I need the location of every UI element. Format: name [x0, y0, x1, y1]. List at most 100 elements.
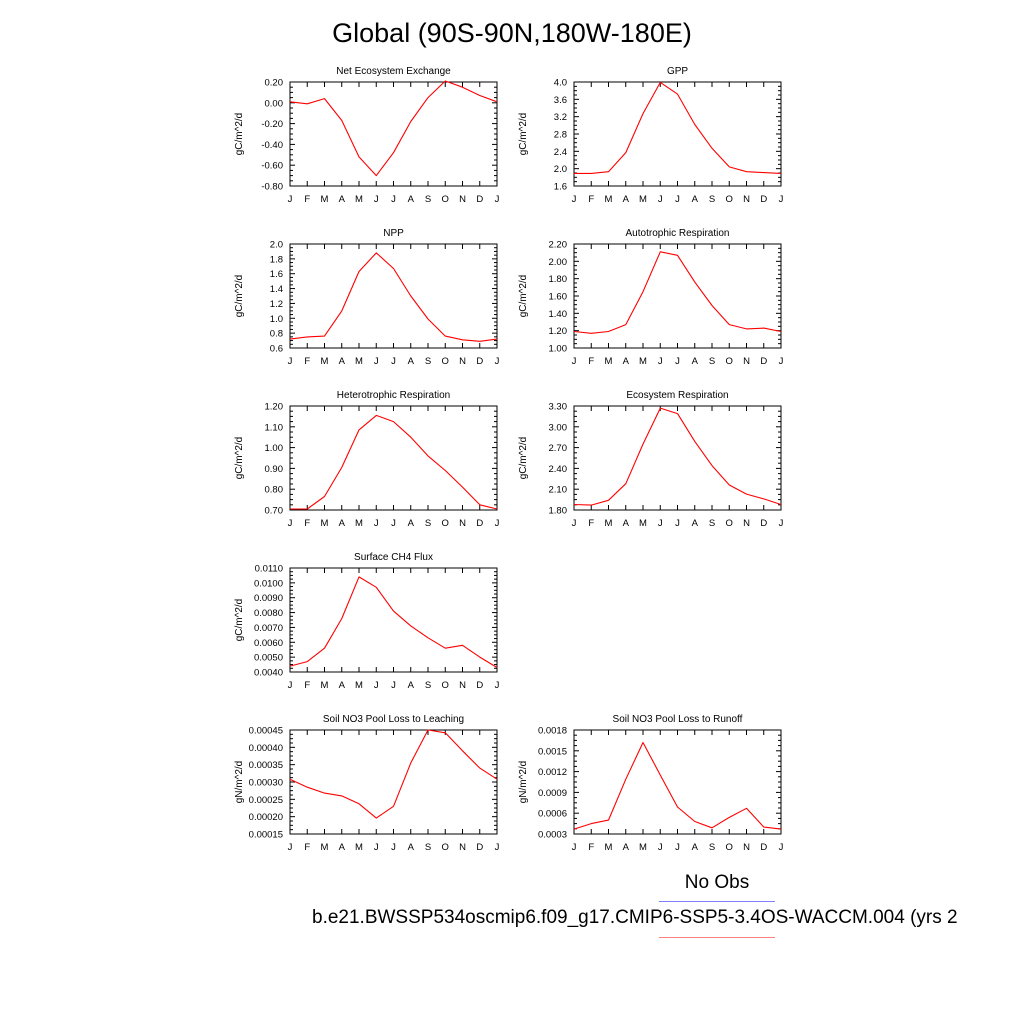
x-tick-label: S [425, 356, 431, 367]
series-line [289, 80, 498, 177]
y-tick-label: 2.00 [549, 257, 568, 268]
panel-surface-ch4-flux: Surface CH4 Flux gC/m^2/d 0.0110 0.0100 0.00… [234, 552, 500, 691]
x-tick-label: J [288, 194, 293, 205]
y-tick-label: 0.00020 [249, 812, 283, 823]
x-tick-label: J [288, 842, 293, 853]
x-tick-label: A [339, 356, 346, 367]
panel-soil-no3-runoff: Soil NO3 Pool Loss to Runoff gN/m^2/d 0.00… [518, 714, 784, 853]
y-axis-label: gC/m^2/d [234, 275, 245, 318]
x-tick-label: J [779, 518, 784, 529]
x-tick-label: M [355, 194, 363, 205]
x-tick-label: J [288, 356, 293, 367]
x-tick-label: S [425, 842, 431, 853]
x-tick-label: D [476, 680, 483, 691]
x-tick-label: D [476, 518, 483, 529]
x-tick-label: A [692, 356, 699, 367]
x-tick-label: F [304, 518, 310, 529]
panel-ecosystem-respiration: Ecosystem Respiration gC/m^2/d 3.30 3.00 2.7… [518, 390, 784, 529]
y-tick-label: 1.0 [270, 314, 283, 325]
y-tick-label: 0.0080 [254, 608, 283, 619]
series-line [289, 252, 498, 342]
legend-no-obs-label: No Obs [684, 872, 750, 893]
y-tick-label: 2.4 [554, 147, 567, 158]
x-tick-label: A [408, 356, 415, 367]
series-line [573, 407, 782, 506]
y-axis-label: gC/m^2/d [234, 437, 245, 480]
x-tick-label: A [623, 194, 630, 205]
y-tick-label: 0.6 [270, 344, 283, 355]
x-tick-label: M [639, 356, 647, 367]
y-tick-label: 0.0050 [254, 653, 283, 664]
x-tick-label: S [709, 842, 715, 853]
y-tick-label: 0.00040 [249, 743, 283, 754]
y-tick-label: 0.0009 [538, 788, 567, 799]
x-tick-label: F [304, 680, 310, 691]
x-tick-label: A [408, 680, 415, 691]
y-tick-label: 1.80 [549, 274, 568, 285]
x-tick-label: M [321, 842, 329, 853]
y-tick-label: 0.00 [265, 98, 284, 109]
y-tick-label: 0.90 [265, 464, 284, 475]
x-tick-label: J [391, 842, 396, 853]
y-tick-label: 2.10 [549, 485, 568, 496]
x-tick-label: A [623, 842, 630, 853]
x-tick-label: J [374, 356, 379, 367]
y-tick-label: 0.8 [270, 329, 283, 340]
x-tick-label: N [743, 356, 750, 367]
y-tick-label: 2.0 [554, 164, 567, 175]
y-tick-label: 1.10 [265, 422, 284, 433]
x-tick-label: J [779, 842, 784, 853]
y-tick-label: 1.6 [554, 182, 567, 193]
y-tick-label: 0.0018 [538, 726, 567, 737]
y-tick-label: 1.20 [549, 326, 568, 337]
x-tick-label: J [779, 356, 784, 367]
x-tick-label: D [760, 842, 767, 853]
panel-soil-no3-leaching: Soil NO3 Pool Loss to Leaching gN/m^2/d 0.… [234, 714, 500, 853]
y-tick-label: 2.0 [270, 240, 283, 251]
x-tick-label: J [675, 194, 680, 205]
y-tick-label: 2.20 [549, 240, 568, 251]
x-tick-label: J [391, 356, 396, 367]
x-tick-label: D [760, 194, 767, 205]
x-tick-label: J [391, 680, 396, 691]
legend-model-caption: b.e21.BWSSP534oscmip6.f09_g17.CMIP6-SSP5… [312, 907, 958, 928]
x-tick-label: J [572, 194, 577, 205]
y-tick-label: 0.00025 [249, 795, 283, 806]
y-tick-label: 4.0 [554, 78, 567, 89]
x-tick-label: S [709, 518, 715, 529]
x-tick-label: O [442, 680, 449, 691]
chart-title: Soil NO3 Pool Loss to Leaching [323, 714, 464, 725]
chart-title: Heterotrophic Respiration [337, 390, 450, 401]
y-axis-label: gC/m^2/d [234, 599, 245, 642]
y-tick-label: 2.70 [549, 443, 568, 454]
x-tick-label: J [495, 842, 500, 853]
y-axis-label: gN/m^2/d [518, 761, 529, 804]
y-tick-label: 1.8 [270, 254, 283, 265]
y-tick-label: 1.6 [270, 269, 283, 280]
x-tick-label: S [709, 356, 715, 367]
x-tick-label: D [476, 356, 483, 367]
y-tick-label: 0.0090 [254, 593, 283, 604]
x-tick-label: D [476, 842, 483, 853]
y-tick-label: 1.00 [549, 344, 568, 355]
x-tick-label: J [495, 518, 500, 529]
x-tick-label: A [623, 356, 630, 367]
x-tick-label: S [425, 194, 431, 205]
x-tick-label: J [675, 842, 680, 853]
y-tick-label: -0.80 [261, 182, 283, 193]
y-tick-label: -0.40 [261, 140, 283, 151]
y-tick-label: 0.0015 [538, 746, 567, 757]
y-tick-label: 3.30 [549, 402, 568, 413]
x-tick-label: M [321, 518, 329, 529]
y-tick-label: 0.00045 [249, 726, 283, 737]
x-tick-label: N [743, 842, 750, 853]
panel-autotrophic-respiration: Autotrophic Respiration gC/m^2/d 2.20 2.00 1… [518, 228, 784, 367]
x-tick-label: J [495, 356, 500, 367]
y-tick-label: 0.0040 [254, 668, 283, 679]
x-tick-label: J [675, 518, 680, 529]
y-tick-label: 3.2 [554, 112, 567, 123]
y-tick-label: 0.0006 [538, 809, 567, 820]
x-tick-label: A [339, 518, 346, 529]
x-tick-label: S [709, 194, 715, 205]
